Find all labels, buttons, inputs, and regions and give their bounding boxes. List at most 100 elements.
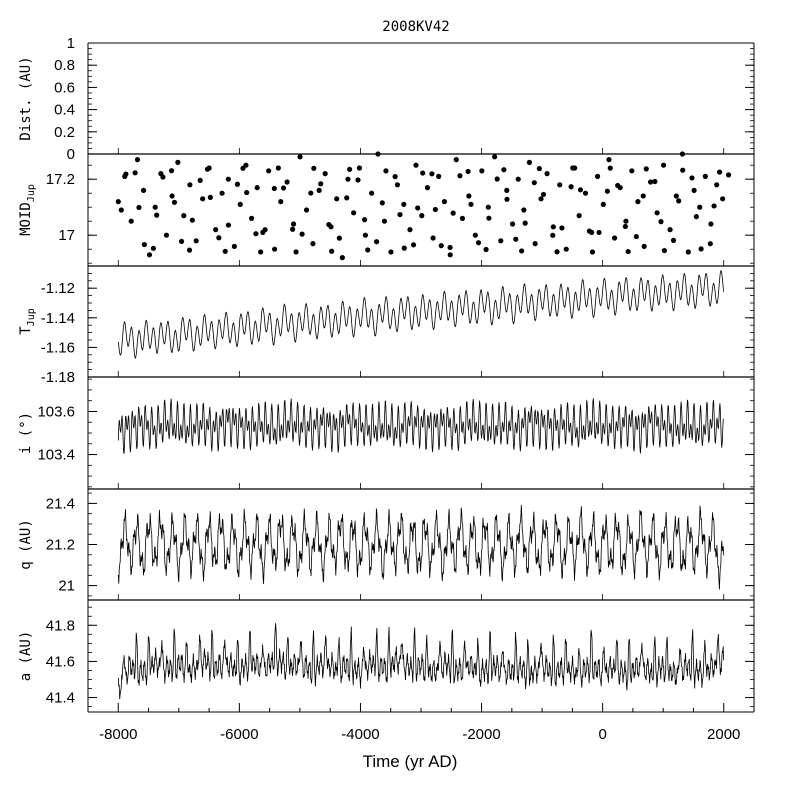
moid-point [381, 218, 388, 224]
moid-point [479, 168, 485, 174]
moid-point [465, 168, 471, 175]
moid-point [365, 247, 371, 253]
moid-point [658, 219, 664, 225]
moid-point [450, 210, 456, 216]
moid-point [536, 165, 542, 172]
moid-point [303, 207, 310, 213]
y-tick-label: -1.18 [41, 369, 75, 386]
moid-point [611, 235, 618, 241]
series-line-q [117, 504, 725, 590]
moid-point [714, 182, 720, 188]
moid-point [419, 213, 425, 219]
moid-point [193, 238, 199, 244]
moid-point [140, 187, 147, 193]
moid-point [572, 165, 578, 171]
moid-point [311, 165, 317, 171]
moid-point [290, 221, 297, 227]
moid-point [318, 181, 324, 187]
moid-point [316, 187, 322, 193]
moid-point [689, 175, 695, 181]
moid-point [123, 171, 129, 177]
y-tick-label: -1.16 [41, 339, 75, 356]
moid-point [708, 221, 714, 227]
moid-point [373, 239, 380, 245]
series-line-incl [117, 398, 725, 454]
moid-point [154, 212, 160, 218]
moid-point [351, 210, 357, 216]
moid-point [290, 226, 296, 232]
moid-point [115, 199, 121, 205]
moid-point [459, 215, 466, 221]
y-axis-title: a (AU) [18, 631, 34, 682]
moid-point [432, 206, 438, 213]
x-tick-label: 0 [598, 726, 606, 743]
moid-point [673, 193, 679, 199]
series-line-a [117, 623, 725, 700]
y-axis-title: q (AU) [18, 519, 34, 570]
moid-point [271, 185, 277, 192]
y-tick-label: 103.6 [37, 403, 75, 420]
moid-point [379, 200, 385, 206]
moid-point [262, 227, 268, 233]
moid-point [475, 240, 482, 246]
moid-point [643, 166, 649, 172]
moid-point [299, 231, 305, 237]
moid-point [521, 207, 527, 213]
moid-point [717, 169, 723, 175]
moid-point [457, 173, 463, 179]
moid-point [504, 196, 510, 202]
y-tick-label: -1.12 [41, 280, 75, 297]
moid-point [322, 171, 328, 177]
moid-point [355, 177, 361, 183]
moid-point [596, 229, 602, 236]
moid-point [441, 199, 447, 205]
moid-point [494, 176, 500, 182]
moid-point [293, 249, 299, 255]
moid-point [501, 167, 507, 173]
moid-point [128, 218, 134, 224]
series-line-tjup [117, 270, 725, 359]
moid-point [225, 176, 231, 182]
y-tick-label: 17.2 [46, 171, 75, 188]
moid-point [648, 179, 654, 185]
x-tick-label: -2000 [462, 726, 500, 743]
moid-point [538, 196, 544, 202]
moid-point [498, 238, 504, 244]
moid-point [633, 233, 639, 240]
moid-point [554, 249, 560, 255]
moid-point [181, 213, 187, 219]
x-axis-title: Time (yr AD) [363, 752, 458, 771]
moid-point [266, 168, 272, 174]
moid-point [436, 173, 442, 179]
panel-incl: 103.4 103.6i (°) [18, 376, 755, 489]
moid-point [698, 246, 704, 252]
moid-point [680, 167, 686, 173]
moid-point [388, 249, 394, 255]
moid-point [522, 220, 528, 226]
moid-point [557, 182, 563, 188]
moid-point [415, 205, 421, 211]
moid-point [336, 235, 342, 241]
panel-moid: 17 17.2 MOIDJup [18, 151, 755, 266]
moid-point [375, 151, 381, 157]
moid-point [243, 162, 249, 168]
moid-point [707, 241, 713, 247]
moid-point [278, 199, 284, 205]
moid-point [604, 188, 611, 194]
y-tick-label: 0 [67, 146, 75, 163]
moid-point [629, 168, 635, 174]
moid-point [171, 199, 178, 205]
moid-point [356, 165, 363, 171]
moid-point [661, 162, 667, 168]
moid-point [175, 159, 181, 165]
y-tick-label: 21.4 [46, 495, 75, 512]
moid-point [410, 242, 417, 248]
moid-point [607, 165, 613, 171]
moid-point [568, 184, 574, 190]
moid-point [253, 231, 259, 237]
moid-point [485, 204, 491, 210]
moid-point [207, 194, 213, 200]
